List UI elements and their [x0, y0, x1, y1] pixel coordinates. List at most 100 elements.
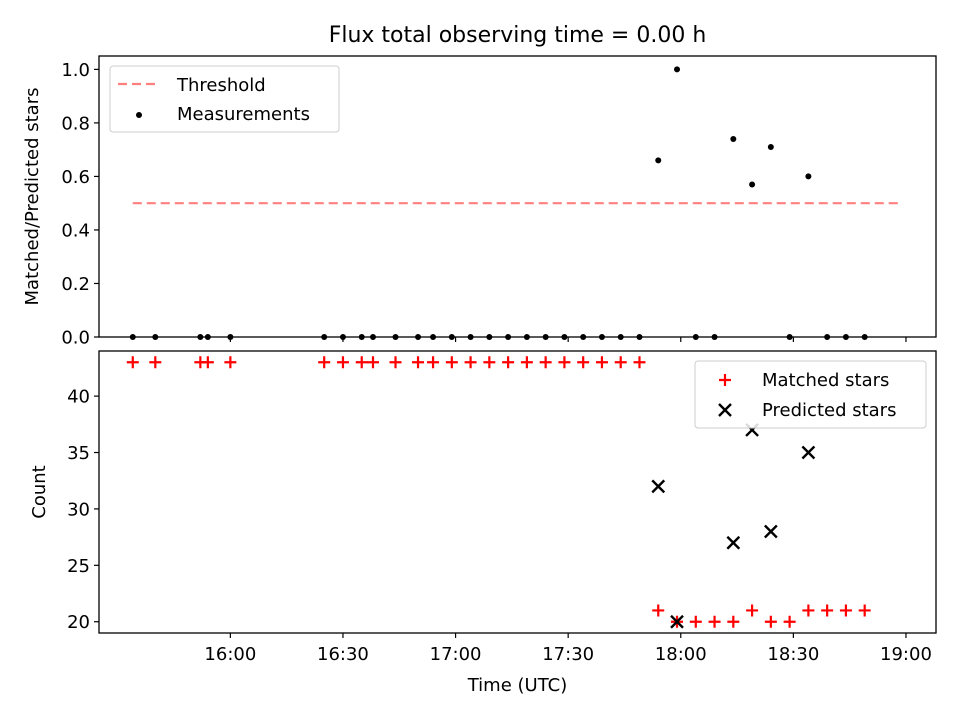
x-tick-label: 18:30	[767, 644, 819, 665]
panel-2-matched-starspoint	[427, 356, 440, 369]
legend-box-top	[109, 65, 340, 133]
panel-2-matched-starspoint	[366, 356, 379, 369]
panel-1-measurementspoint	[152, 334, 159, 340]
panel-2-predicted-starspoint	[670, 614, 684, 629]
panel-1-measurementspoint	[655, 157, 662, 164]
panel-1-measurementspoint	[430, 334, 437, 340]
panel-2-y-tick-label: 40	[67, 387, 90, 408]
panel-1-measurementspoint	[786, 334, 793, 340]
panel-2-matched-starspoint	[839, 604, 852, 617]
panel-2-matched-starspoint	[520, 356, 533, 369]
panel-2-matched-starspoint	[539, 356, 552, 369]
panel-1-measurementspoint	[580, 334, 587, 340]
panel-1-measurementspoint	[415, 334, 422, 340]
panel-1-measurementspoint	[339, 334, 346, 340]
panel-2-matched-starspoint	[483, 356, 496, 369]
x-tick-label: 18:00	[655, 644, 707, 665]
panel-2-predicted-starspoint	[764, 524, 778, 539]
x-tick-label: 17:30	[542, 644, 594, 665]
panel-1-measurementspoint	[692, 334, 699, 340]
panel-1-measurementspoint	[767, 143, 774, 150]
legend-matched-label: Matched stars	[762, 370, 889, 391]
panel-1-y-tick-label: 0.2	[61, 274, 90, 295]
panel-1-y-tick-label: 0.8	[61, 113, 90, 134]
panel-2-matched-starspoint	[336, 356, 349, 369]
panel-1-measurementspoint	[204, 334, 211, 340]
panel-1-measurementspoint	[824, 334, 831, 340]
legend-measurements-label: Measurements	[177, 104, 310, 125]
panel-2-matched-starspoint	[149, 356, 162, 369]
legend-box-bottom	[694, 360, 927, 429]
panel-2-matched-starspoint	[445, 356, 458, 369]
panel-1-measurementspoint	[197, 334, 204, 340]
panel-1-y-tick-label: 0.4	[61, 220, 90, 241]
panel-2-matched-starspoint	[595, 356, 608, 369]
panel-2-matched-starspoint	[201, 356, 214, 369]
panel-2-matched-starspoint	[652, 604, 665, 617]
panel-1-measurementspoint	[617, 334, 624, 340]
x-axis-label: Time (UTC)	[467, 675, 568, 696]
panel-1-measurementspoint	[227, 334, 234, 340]
panel-1-measurementspoint	[561, 334, 568, 340]
panel-2-matched-starspoint	[708, 615, 721, 628]
x-tick-label: 17:00	[430, 644, 482, 665]
panel-1-measurementspoint	[358, 334, 365, 340]
panel-2-matched-starspoint	[577, 356, 590, 369]
panel-2-y-tick-label: 35	[67, 443, 90, 464]
panel-1-measurementspoint	[749, 181, 756, 188]
panel-1-measurementspoint	[674, 66, 681, 73]
panel-2-matched-starspoint	[224, 356, 237, 369]
panel-1-measurementspoint	[369, 334, 376, 340]
panel-2-matched-starspoint	[614, 356, 627, 369]
panel-1-measurementspoint	[321, 334, 328, 340]
panel-2-matched-starspoint	[318, 356, 331, 369]
panel-1-measurementspoint	[861, 334, 868, 340]
x-tick-label: 16:30	[317, 644, 369, 665]
legend-predicted-swatch	[718, 403, 732, 417]
panel-2-matched-starspoint	[858, 604, 871, 617]
panel-2-matched-starspoint	[633, 356, 646, 369]
panel-1-measurementspoint	[711, 334, 718, 340]
panel-1-measurementspoint	[448, 334, 455, 340]
panel-2-matched-starspoint	[783, 615, 796, 628]
panel-2-predicted-starspoint	[726, 535, 741, 550]
legend-threshold-label: Threshold	[176, 75, 266, 96]
panel-2-matched-starspoint	[746, 604, 759, 617]
panel-2-matched-starspoint	[502, 356, 515, 369]
panel-2-predicted-starspoint	[801, 445, 816, 460]
panel-2-matched-starspoint	[821, 604, 834, 617]
panel-1-measurementspoint	[392, 334, 399, 340]
panel-2-matched-starspoint	[689, 615, 702, 628]
panel-1-measurementspoint	[842, 334, 849, 340]
panel-2-matched-starspoint	[355, 356, 368, 369]
panel-2-matched-starspoint	[727, 615, 740, 628]
panel-1-y-tick-label: 1.0	[61, 60, 90, 81]
panel-2-y-axis-label: Count	[29, 465, 50, 518]
panel-2-y-tick-label: 20	[67, 612, 90, 633]
panel-2-matched-starspoint	[412, 356, 425, 369]
legend-matched-swatch	[719, 374, 731, 386]
panel-1-y-tick-label: 0.0	[61, 328, 90, 349]
panel-1-y-axis-label: Matched/Predicted stars	[22, 88, 43, 306]
panel-1-measurementspoint	[486, 334, 493, 340]
panel-1-y-tick-label: 0.6	[61, 167, 90, 188]
panel-1-title: Flux total observing time = 0.00 h	[329, 23, 707, 48]
panel-1-measurementspoint	[805, 173, 812, 180]
x-tick-label: 16:00	[204, 644, 256, 665]
panel-2-frame	[98, 350, 937, 634]
panel-1-measurementspoint	[523, 334, 530, 340]
panel-1-measurementspoint	[730, 135, 737, 142]
panel-2-y-tick-label: 25	[67, 556, 90, 577]
panel-2-matched-starspoint	[126, 356, 139, 369]
panel-2-predicted-starspoint	[651, 479, 666, 494]
panel-1-measurementspoint	[598, 334, 605, 340]
legend-predicted-label: Predicted stars	[762, 400, 896, 421]
legend-measurements-swatch	[136, 112, 142, 118]
panel-1-measurementspoint	[542, 334, 549, 340]
panel-1-measurementspoint	[129, 334, 136, 340]
panel-1-measurementspoint	[467, 334, 474, 340]
panel-2-matched-starspoint	[558, 356, 571, 369]
panel-1-frame	[98, 55, 937, 338]
